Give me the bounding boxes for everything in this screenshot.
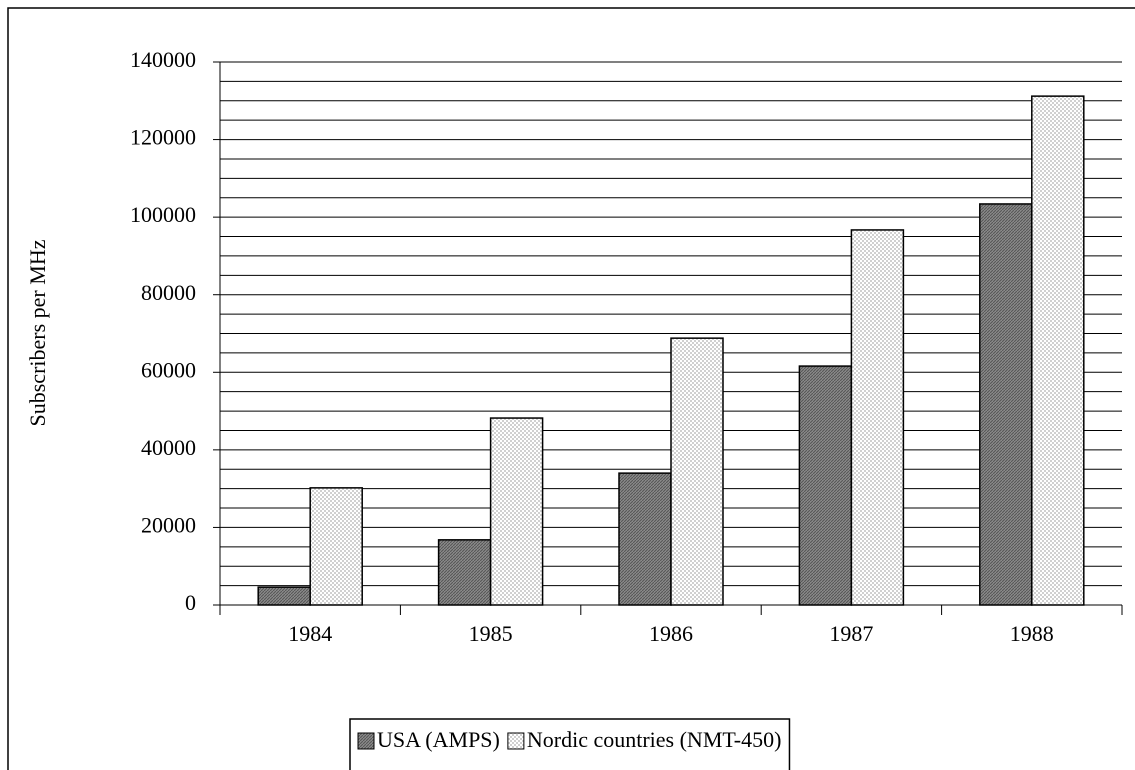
y-tick-label: 0 xyxy=(185,590,196,615)
y-axis-label: Subscribers per MHz xyxy=(25,239,50,426)
x-tick-label: 1984 xyxy=(288,621,332,646)
y-tick-label: 60000 xyxy=(141,357,196,382)
legend-label: USA (AMPS) xyxy=(377,727,500,752)
bar xyxy=(309,487,363,606)
bar xyxy=(437,539,492,606)
y-tick-label: 80000 xyxy=(141,280,196,305)
x-tick-label: 1986 xyxy=(649,621,693,646)
bar xyxy=(618,472,672,606)
bar xyxy=(979,203,1033,606)
x-tick-label: 1988 xyxy=(1010,621,1054,646)
bar xyxy=(798,365,853,606)
y-tick-label: 120000 xyxy=(130,125,196,150)
y-tick-label: 20000 xyxy=(141,512,196,537)
bar xyxy=(489,417,544,606)
y-tick-label: 140000 xyxy=(130,47,196,72)
legend-label: Nordic countries (NMT-450) xyxy=(527,727,782,752)
x-tick-label: 1985 xyxy=(469,621,513,646)
legend-swatch xyxy=(507,732,525,750)
y-tick-label: 100000 xyxy=(130,202,196,227)
bar xyxy=(850,229,905,606)
chart-frame xyxy=(7,7,1135,770)
y-tick-label: 40000 xyxy=(141,435,196,460)
bar xyxy=(257,586,311,606)
x-tick-label: 1987 xyxy=(829,621,873,646)
bar xyxy=(670,337,724,606)
bar xyxy=(1031,95,1085,606)
legend-box xyxy=(349,718,791,770)
legend-swatch xyxy=(357,732,375,750)
